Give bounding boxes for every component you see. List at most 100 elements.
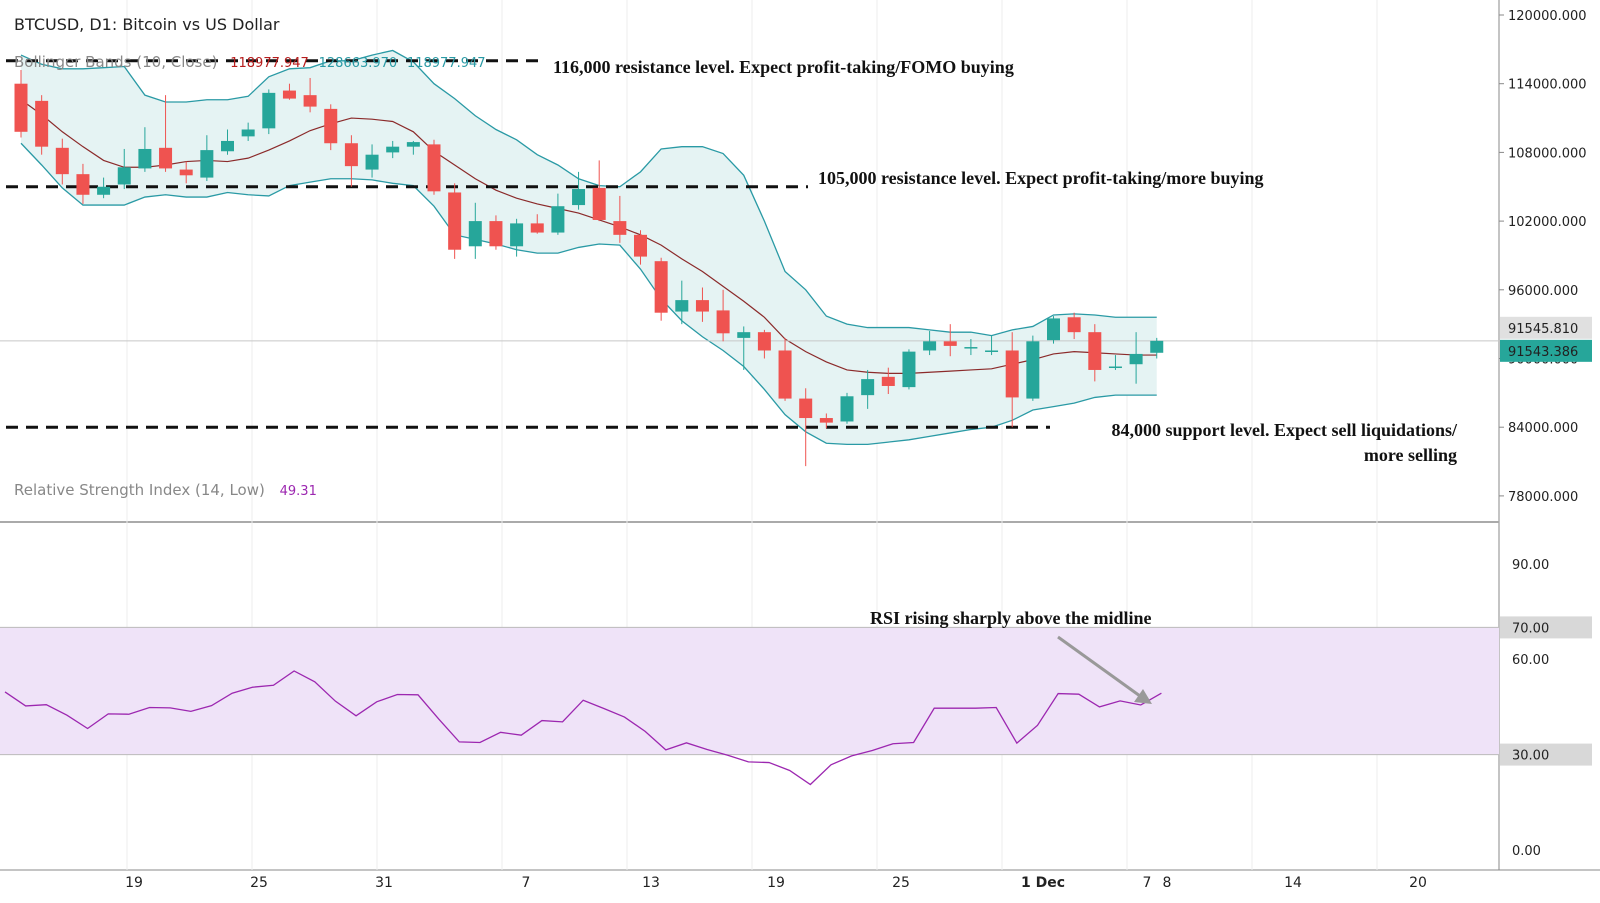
price-tick-label: 96000.000: [1508, 284, 1578, 299]
candle[interactable]: [675, 280, 689, 325]
candle[interactable]: [200, 135, 214, 182]
candle-body: [1150, 340, 1164, 353]
candle[interactable]: [303, 77, 317, 113]
candles[interactable]: [14, 69, 1164, 467]
candle[interactable]: [324, 104, 338, 151]
candle-body: [778, 350, 792, 399]
candle[interactable]: [427, 139, 441, 195]
candle[interactable]: [344, 135, 358, 187]
bollinger-lower-value: 118977.947: [407, 56, 486, 71]
price-axis[interactable]: 120000.000 114000.000 108000.000 102000.000…: [1499, 9, 1592, 505]
candle[interactable]: [1005, 332, 1019, 428]
candle[interactable]: [634, 230, 647, 265]
candle-body: [303, 95, 317, 107]
candle[interactable]: [221, 129, 234, 155]
time-tick-label: 19: [767, 875, 785, 891]
candle[interactable]: [943, 324, 957, 357]
rsi-label[interactable]: Relative Strength Index (14, Low) 49.31: [14, 481, 317, 499]
candle-body: [840, 396, 854, 422]
candle[interactable]: [282, 83, 296, 100]
candle[interactable]: [881, 367, 895, 394]
candle[interactable]: [1047, 316, 1060, 344]
candle-body: [427, 144, 441, 192]
candle[interactable]: [572, 171, 586, 210]
candle[interactable]: [386, 140, 400, 159]
price-tick-label: 108000.000: [1508, 146, 1587, 161]
candle[interactable]: [1088, 324, 1102, 382]
candle[interactable]: [262, 89, 276, 135]
candle-body: [1026, 341, 1040, 399]
candle[interactable]: [510, 218, 524, 257]
time-tick-label: 8: [1163, 875, 1172, 891]
candle-body: [592, 187, 606, 220]
candle[interactable]: [1150, 337, 1164, 359]
candle[interactable]: [468, 202, 482, 259]
candle[interactable]: [530, 214, 544, 234]
candle[interactable]: [365, 144, 379, 178]
candle[interactable]: [613, 195, 627, 243]
candle[interactable]: [179, 161, 193, 184]
candle-body: [1088, 332, 1102, 370]
candle[interactable]: [778, 337, 792, 401]
candle-body: [737, 332, 751, 338]
candle-body: [799, 398, 813, 419]
candle[interactable]: [819, 413, 833, 429]
candle[interactable]: [159, 95, 173, 172]
annotation-84k-support-line1: 84,000 support level. Expect sell liquid…: [1111, 420, 1458, 440]
rsi-current-value: 49.31: [280, 484, 317, 499]
candle[interactable]: [406, 140, 420, 155]
candle-body: [344, 143, 358, 167]
candle[interactable]: [716, 289, 730, 342]
rsi-axis[interactable]: 90.00 60.00 0.00 70.00 30.00: [1500, 558, 1592, 859]
candle[interactable]: [76, 163, 90, 204]
bollinger-lower-line: [20, 142, 1157, 446]
candle-body: [117, 167, 131, 185]
candle[interactable]: [448, 183, 462, 259]
candle[interactable]: [757, 329, 771, 359]
candle[interactable]: [55, 138, 69, 185]
candle[interactable]: [1108, 355, 1122, 370]
candle[interactable]: [97, 177, 111, 199]
candle[interactable]: [985, 335, 999, 356]
candle[interactable]: [592, 160, 606, 222]
annotation-arrow: [1057, 635, 1152, 704]
candle[interactable]: [654, 257, 668, 321]
candle[interactable]: [14, 69, 28, 138]
price-tick-label: 120000.000: [1508, 9, 1587, 24]
candle[interactable]: [964, 339, 978, 356]
candle[interactable]: [799, 388, 813, 467]
candle[interactable]: [551, 193, 565, 235]
candle[interactable]: [737, 326, 751, 370]
time-axis[interactable]: 19 25 31 7 13 19 25 1 Dec 7 8 14 20: [125, 875, 1427, 891]
candle[interactable]: [861, 369, 875, 409]
candle[interactable]: [1129, 332, 1143, 384]
candle[interactable]: [923, 331, 937, 356]
candle-body: [35, 100, 49, 147]
time-tick-label: 20: [1409, 875, 1427, 891]
candle[interactable]: [489, 215, 503, 250]
candle[interactable]: [695, 287, 709, 322]
time-tick-label: 13: [642, 875, 660, 891]
symbol-title: BTCUSD, D1: Bitcoin vs US Dollar: [14, 15, 280, 34]
bollinger-label[interactable]: Bollinger Bands (10, Close) 118977.947 1…: [14, 53, 486, 71]
candle-body: [76, 174, 90, 195]
candle[interactable]: [840, 392, 854, 424]
candle-body: [572, 189, 586, 206]
candle[interactable]: [138, 127, 152, 172]
bollinger-name: Bollinger Bands (10, Close): [14, 53, 217, 71]
candle[interactable]: [241, 122, 255, 141]
candle-body: [200, 150, 214, 178]
candle[interactable]: [35, 95, 49, 155]
candle-body: [634, 234, 647, 257]
candle-body: [654, 261, 668, 313]
rsi-tick-label: 90.00: [1512, 558, 1549, 573]
candle-body: [138, 148, 152, 169]
candle[interactable]: [1067, 312, 1081, 340]
candle[interactable]: [902, 349, 916, 390]
candle-body: [159, 147, 173, 169]
annotation-84k-support-line2: more selling: [1364, 445, 1457, 465]
candle[interactable]: [1026, 335, 1040, 401]
candle-body: [1005, 350, 1019, 398]
candle[interactable]: [117, 148, 131, 190]
